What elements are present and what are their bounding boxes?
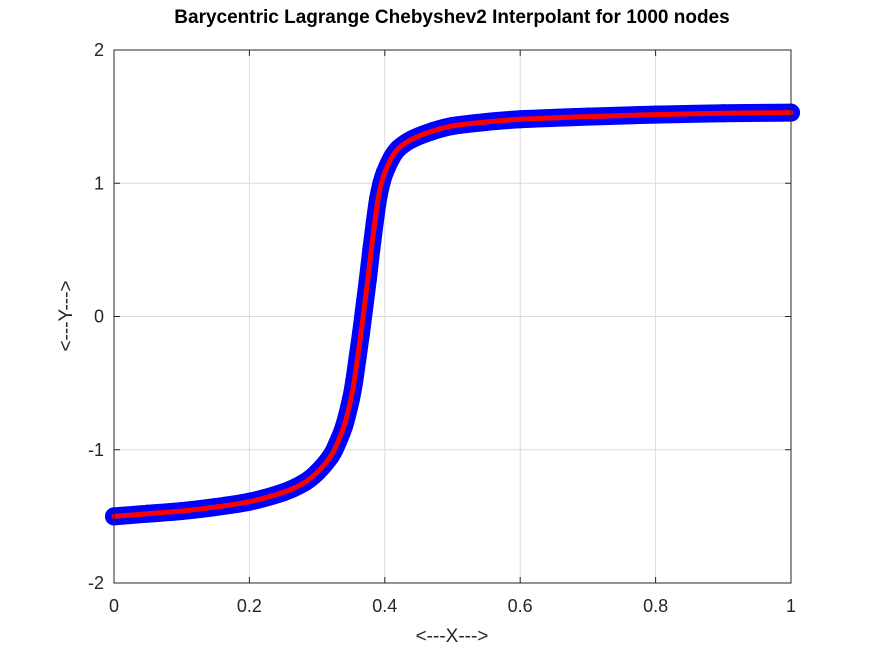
x-tick-label: 0	[109, 596, 119, 616]
x-tick-label: 0.2	[237, 596, 262, 616]
y-tick-label: 0	[94, 307, 104, 327]
x-tick-label: 0.8	[643, 596, 668, 616]
y-tick-label: -2	[88, 573, 104, 593]
axes	[113, 49, 792, 584]
series-interpolant-line	[111, 110, 794, 519]
y-tick-label: -1	[88, 440, 104, 460]
axes-box	[113, 49, 792, 584]
x-axis-label: <---X--->	[416, 626, 489, 647]
y-tick-label: 1	[94, 173, 104, 193]
chart-title: Barycentric Lagrange Chebyshev2 Interpol…	[174, 7, 729, 28]
y-axis-label: <---Y--->	[56, 280, 77, 351]
x-tick-label: 0.4	[372, 596, 397, 616]
x-tick-label: 0.6	[508, 596, 533, 616]
y-tick-label: 2	[94, 40, 104, 60]
x-tick-label: 1	[786, 596, 796, 616]
tick-labels: 0 0.2 0.4 0.6 0.8 1 -2 -1 0 1 2	[88, 40, 796, 616]
series-layer	[105, 103, 800, 526]
